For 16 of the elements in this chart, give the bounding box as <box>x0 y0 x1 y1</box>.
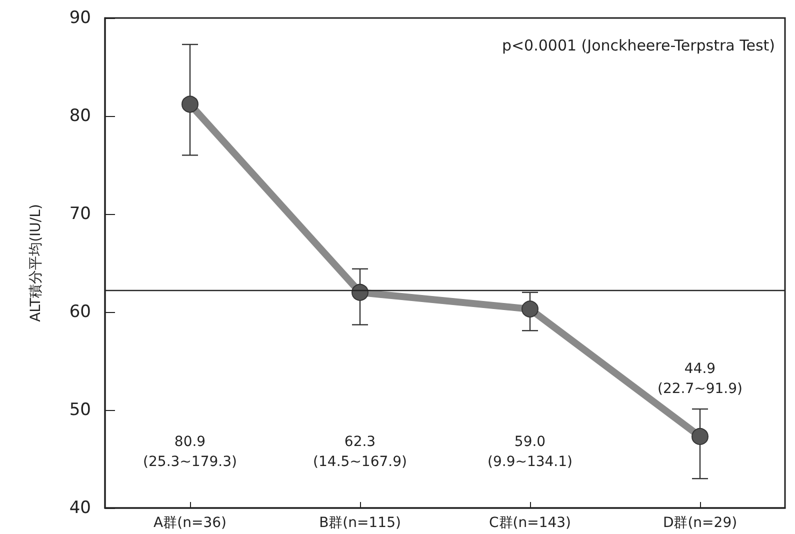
annotation: 80.9 (25.3~179.3) <box>143 434 237 470</box>
y-tick-label: 50 <box>69 400 91 420</box>
y-tick-label: 80 <box>69 106 91 126</box>
x-tick-label: A群(n=36) <box>154 515 226 531</box>
y-axis-title: ALT積分平均(IU/L) <box>28 204 44 322</box>
y-tick-label: 40 <box>69 498 91 518</box>
x-tick-label: B群(n=115) <box>319 515 401 531</box>
y-tick-label: 60 <box>69 302 91 322</box>
x-tick-label: D群(n=29) <box>662 515 738 531</box>
y-tick-label: 90 <box>69 8 91 28</box>
annotation: 62.3 (14.5~167.9) <box>313 434 407 470</box>
annotation: p<0.0001 (Jonckheere-Terpstra Test) <box>502 36 775 54</box>
annotation: 44.9 (22.7~91.9) <box>658 361 742 398</box>
y-tick-label: 70 <box>69 204 91 224</box>
x-tick-label: C群(n=143) <box>488 515 572 531</box>
annotation: 59.0 (9.9~134.1) <box>488 434 572 470</box>
